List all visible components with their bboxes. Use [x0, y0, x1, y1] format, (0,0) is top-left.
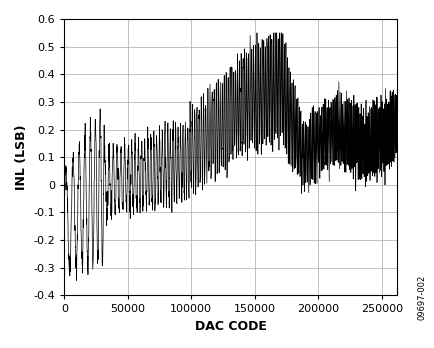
X-axis label: DAC CODE: DAC CODE	[194, 320, 266, 333]
Y-axis label: INL (LSB): INL (LSB)	[15, 125, 28, 190]
Text: 09697-002: 09697-002	[417, 275, 425, 320]
